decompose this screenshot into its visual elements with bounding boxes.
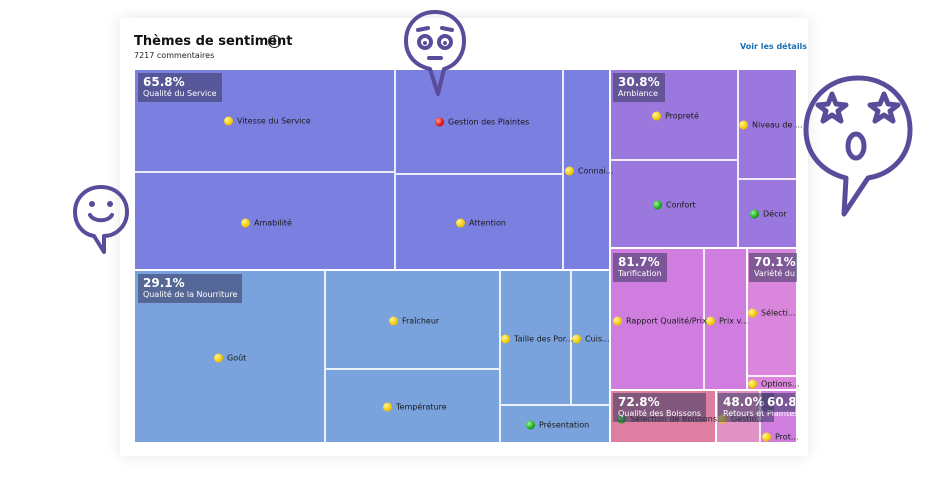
sentiment-dot-neutral: [748, 308, 757, 318]
star-eyes-face-bubble-icon: [803, 75, 913, 217]
theme-attention[interactable]: Attention: [456, 218, 506, 228]
theme-connai[interactable]: Connai...: [565, 166, 613, 176]
sentiment-dot-neutral: [613, 316, 622, 326]
theme-temperature[interactable]: Température: [383, 402, 447, 412]
view-details-link[interactable]: Voir les détails: [740, 42, 808, 51]
theme-options[interactable]: Options...: [748, 379, 800, 389]
theme-presentation[interactable]: Présentation: [526, 420, 589, 430]
smiley-face-bubble-icon: [73, 185, 129, 254]
sentiment-dot-neutral: [224, 116, 233, 126]
sentiment-dot-neutral: [652, 111, 661, 121]
sentiment-dot-neutral: [706, 316, 715, 326]
group-label-boissons: 72.8% Qualité des Boissons: [613, 393, 707, 422]
sentiment-dot-neutral: [739, 120, 748, 130]
theme-prixv[interactable]: Prix v...: [706, 316, 748, 326]
sentiment-dot-positive: [750, 209, 759, 219]
sentiment-dot-neutral: [501, 334, 510, 344]
group-label-ambiance: 30.8% Ambiance: [613, 73, 665, 102]
sentiment-dot-neutral: [565, 166, 574, 176]
theme-amabilite[interactable]: Amabilité: [241, 218, 292, 228]
surprised-face-bubble-icon: [404, 10, 466, 96]
comment-count: 7217 commentaires: [134, 51, 215, 60]
card-title: Thèmes de sentiment: [134, 34, 293, 49]
tile-plaintes[interactable]: [395, 69, 563, 174]
theme-confort[interactable]: Confort: [653, 200, 696, 210]
group-label-tarification: 81.7% Tarification: [613, 253, 667, 282]
group-label-extra: 60.8%: [762, 393, 795, 412]
sentiment-dot-neutral: [241, 218, 250, 228]
sentiment-dot-negative: [435, 117, 444, 127]
tile-taille[interactable]: [500, 270, 571, 405]
sentiment-dot-neutral: [572, 334, 581, 344]
group-label-service: 65.8% Qualité du Service: [138, 73, 222, 102]
sentiment-dot-neutral: [762, 432, 771, 442]
theme-niveau[interactable]: Niveau de ...: [739, 120, 803, 130]
tile-attention[interactable]: [395, 174, 563, 270]
theme-vitesse[interactable]: Vitesse du Service: [224, 116, 311, 126]
sentiment-dot-neutral: [389, 316, 398, 326]
theme-fraicheur[interactable]: Fraîcheur: [389, 316, 439, 326]
theme-taille[interactable]: Taille des Por...: [501, 334, 573, 344]
theme-selecti[interactable]: Sélecti...: [748, 308, 796, 318]
theme-gout[interactable]: Goût: [214, 353, 246, 363]
theme-plaintes[interactable]: Gestion des Plaintes: [435, 117, 529, 127]
theme-proprete[interactable]: Propreté: [652, 111, 699, 121]
sentiment-dot-positive: [526, 420, 535, 430]
theme-rapport[interactable]: Rapport Qualité/Prix: [613, 316, 707, 326]
sentiment-dot-neutral: [456, 218, 465, 228]
theme-cuis[interactable]: Cuis...: [572, 334, 610, 344]
tile-fraicheur[interactable]: [325, 270, 500, 369]
theme-prot[interactable]: Prot...: [762, 432, 798, 442]
sentiment-dot-positive: [653, 200, 662, 210]
sentiment-dot-neutral: [748, 379, 757, 389]
group-label-variete: 70.1%Variété du M: [749, 253, 797, 282]
sentiment-dot-neutral: [383, 402, 392, 412]
sentiment-dot-neutral: [214, 353, 223, 363]
info-icon[interactable]: i: [268, 35, 281, 48]
group-label-nourriture: 29.1% Qualité de la Nourriture: [138, 274, 243, 303]
theme-decor[interactable]: Décor: [750, 209, 787, 219]
